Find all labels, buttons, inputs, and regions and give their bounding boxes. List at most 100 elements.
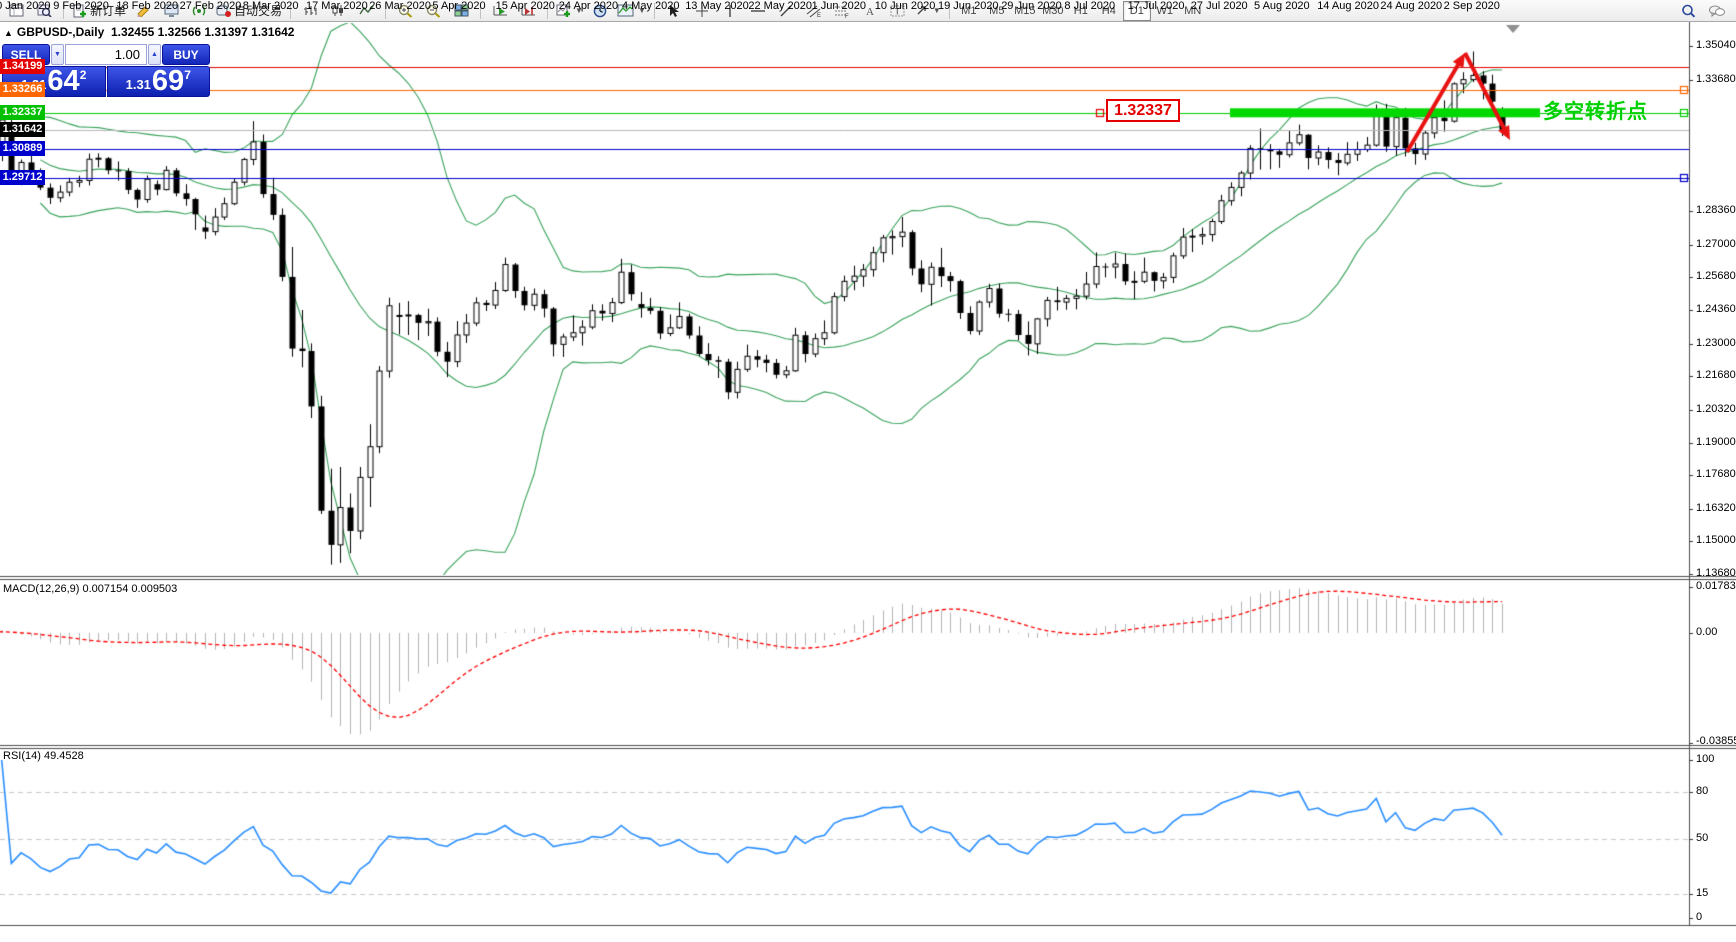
channel-tool-button[interactable]: E: [800, 0, 828, 22]
cursor-icon: [669, 4, 679, 17]
text-label-tool-button[interactable]: T: [884, 0, 912, 22]
chart-canvas[interactable]: [0, 22, 1736, 942]
macd-indicator-label: MACD(12,26,9) 0.007154 0.009503: [3, 583, 178, 595]
terminal-icon: [164, 4, 179, 17]
signals-button[interactable]: [185, 0, 213, 22]
trendline-tool-button[interactable]: [772, 0, 800, 22]
crosshair-tool-button[interactable]: [688, 0, 716, 22]
chart-window-icon: [9, 4, 23, 17]
horizontal-line-tool-button[interactable]: [744, 0, 772, 22]
line-chart-button[interactable]: [352, 0, 380, 22]
zoom-out-button[interactable]: [419, 0, 447, 22]
horizontal-line-icon: [750, 9, 765, 12]
volume-input[interactable]: [65, 44, 147, 65]
toolbar-separator: [948, 2, 950, 19]
chart-ohlc-values: 1.32455 1.32566 1.31397 1.31642: [110, 25, 295, 39]
text-icon: A: [866, 6, 874, 18]
tile-windows-icon: [454, 4, 469, 17]
trendline-icon: [780, 5, 792, 16]
timeframe-m1-button[interactable]: M1: [961, 4, 977, 17]
chevron-down-icon: ▼: [637, 6, 646, 15]
autotrading-icon: [216, 5, 232, 17]
timeframe-m15-button[interactable]: M15: [1014, 4, 1036, 17]
toolbar-separator: [653, 2, 655, 19]
auto-scroll-button[interactable]: [486, 0, 514, 22]
buy-price-point: 7: [184, 68, 191, 82]
symbol-collapse-icon: ▲: [4, 28, 13, 38]
cursor-tool-button[interactable]: [660, 0, 688, 22]
main-toolbar: 新订单 自动交易: [0, 0, 1736, 22]
arrows-tool-button[interactable]: ▼: [912, 0, 944, 22]
equidistant-channel-icon: E: [806, 5, 821, 18]
metaeditor-icon: [137, 5, 149, 17]
toolbar-separator: [290, 2, 292, 19]
line-chart-icon: [358, 5, 374, 15]
clock-button[interactable]: [586, 0, 614, 22]
buy-button[interactable]: BUY: [162, 44, 210, 65]
chevron-up-icon: ▲: [151, 51, 158, 58]
arrows-icon: [917, 6, 926, 15]
timeframe-w1-button[interactable]: W1: [1156, 4, 1174, 17]
volume-decrease-button[interactable]: ▼: [51, 44, 64, 65]
tile-windows-button[interactable]: [447, 0, 475, 22]
svg-text:E: E: [817, 13, 821, 18]
indicators-window-icon: [617, 4, 634, 17]
toolbar-separator: [63, 2, 64, 19]
volume-increase-button[interactable]: ▲: [148, 44, 161, 65]
turning-point-text[interactable]: 多空转折点: [1543, 101, 1648, 123]
toolbar-separator: [547, 2, 549, 19]
bar-chart-button[interactable]: [296, 0, 324, 22]
timeframe-m5-button[interactable]: M5: [989, 4, 1005, 17]
timeframe-h4-button[interactable]: H4: [1101, 4, 1116, 17]
toolbar-separator: [385, 2, 387, 19]
tester-magnifier-icon: [37, 4, 52, 17]
new-chart-button[interactable]: ▼: [553, 0, 586, 22]
sell-button[interactable]: SELL: [2, 44, 50, 65]
autotrading-label: 自动交易: [234, 4, 283, 18]
timeframe-m30-button[interactable]: M30: [1042, 4, 1064, 17]
text-label-icon: T: [890, 5, 905, 16]
zoom-in-button[interactable]: [391, 0, 419, 22]
signal-icon: [192, 6, 206, 16]
candlestick-icon: [332, 5, 344, 16]
new-order-label: 新订单: [90, 4, 127, 18]
one-click-trading-panel: SELL ▼ ▲ BUY 1.31 64 2 1.31 69 7: [2, 44, 210, 97]
vertical-line-icon: [729, 4, 731, 17]
chevron-down-icon: ▼: [932, 6, 941, 15]
zoom-out-icon: [426, 4, 440, 18]
auto-scroll-icon: [493, 6, 507, 16]
chat-icon: [1708, 5, 1725, 17]
chart-shift-button[interactable]: [514, 0, 542, 22]
search-button[interactable]: [1674, 0, 1702, 22]
chart-symbol-period: GBPUSD-,Daily: [16, 25, 105, 39]
timeframe-h1-button[interactable]: H1: [1073, 4, 1088, 17]
text-tool-button[interactable]: A: [856, 0, 884, 22]
autotrading-button[interactable]: 自动交易: [213, 0, 285, 22]
price-level-annotation[interactable]: 1.32337: [1106, 99, 1180, 122]
vertical-line-tool-button[interactable]: [716, 0, 744, 22]
timeframe-mn-button[interactable]: MN: [1184, 4, 1202, 17]
market-watch-button[interactable]: [157, 0, 185, 22]
strategy-tester-button[interactable]: [30, 0, 58, 22]
buy-price-pips: 69: [151, 65, 185, 97]
candlestick-chart-button[interactable]: [324, 0, 352, 22]
fibonacci-tool-button[interactable]: F: [828, 0, 856, 22]
profiles-button[interactable]: ▼: [614, 0, 649, 22]
crosshair-icon: [695, 4, 708, 17]
fibonacci-icon: F: [834, 6, 849, 18]
chevron-down-icon: ▼: [54, 51, 61, 58]
sell-price-display[interactable]: 1.31 64 2: [2, 66, 106, 97]
metaeditor-button[interactable]: [129, 0, 157, 22]
new-order-icon: [73, 4, 86, 17]
rsi-indicator-label: RSI(14) 49.4528: [3, 750, 84, 762]
buy-price-display[interactable]: 1.31 69 7: [106, 65, 210, 97]
sell-price-point: 2: [79, 68, 87, 82]
chat-button[interactable]: [1702, 0, 1730, 22]
new-order-button[interactable]: 新订单: [69, 0, 129, 22]
timeframe-d1-button[interactable]: D1: [1122, 0, 1151, 21]
buy-price-prefix: 1.31: [125, 77, 151, 92]
clock-icon: [593, 4, 607, 17]
charts-window-button[interactable]: [2, 0, 30, 22]
svg-text:F: F: [845, 14, 849, 18]
